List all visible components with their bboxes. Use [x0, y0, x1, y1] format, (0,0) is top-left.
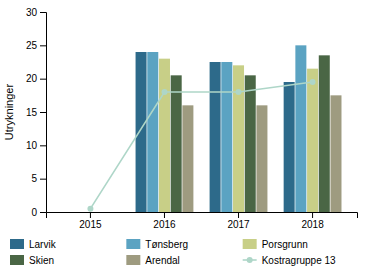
tick-mark — [40, 79, 46, 80]
legend-item: Tønsberg — [126, 239, 188, 250]
bar — [307, 69, 318, 212]
legend: Larvik Tønsberg Porsgrunn Skien Arendal Kostr… — [10, 239, 336, 266]
legend-item: Kostragruppe 13 — [243, 255, 336, 266]
plot-area: 2015 2016 2017 2018 0 5 10 15 20 25 30 — [26, 7, 358, 230]
tick: 2015 — [79, 212, 102, 230]
tick-label: 25 — [26, 40, 38, 51]
tick-label: 2015 — [79, 219, 102, 230]
bar — [221, 62, 232, 212]
tick-mark — [40, 145, 46, 146]
bar — [295, 45, 306, 212]
legend-swatch — [126, 255, 140, 265]
bar — [159, 59, 170, 212]
bar — [233, 65, 244, 212]
tick: 2017 — [227, 212, 250, 230]
y-axis-title: Utrykninger — [3, 84, 15, 141]
line-series — [87, 79, 315, 212]
tick-mark — [238, 212, 239, 218]
x-axis: 2015 2016 2017 2018 — [47, 212, 358, 230]
tick-label: 0 — [31, 207, 37, 218]
axis-line — [47, 213, 358, 219]
tick-label: 10 — [26, 140, 38, 151]
bar — [284, 82, 295, 212]
tick-mark — [40, 12, 46, 13]
line-marker — [310, 79, 316, 85]
bar — [256, 105, 267, 212]
legend-marker — [247, 257, 253, 263]
legend-swatch — [10, 239, 24, 249]
tick: 2018 — [301, 212, 324, 230]
marks — [87, 45, 341, 212]
legend-swatch — [10, 255, 24, 265]
bar — [171, 75, 182, 212]
bar — [245, 75, 256, 212]
tick-mark — [40, 112, 46, 113]
tick-label: 15 — [26, 107, 38, 118]
chart-container: 2015 2016 2017 2018 0 5 10 15 20 25 30 Utrykninger L… — [0, 0, 369, 280]
bar-series — [159, 59, 318, 212]
tick-mark — [40, 45, 46, 46]
legend-swatch — [243, 239, 257, 249]
tick-mark — [312, 212, 313, 218]
line-marker — [87, 206, 93, 212]
tick: 10 — [26, 140, 46, 151]
tick: 15 — [26, 107, 46, 118]
bar — [136, 52, 147, 212]
legend-label: Skien — [29, 255, 54, 266]
tick: 2016 — [153, 212, 176, 230]
tick-label: 2018 — [301, 219, 324, 230]
bar — [147, 52, 158, 212]
legend-item: Skien — [10, 255, 54, 266]
legend-item: Arendal — [126, 255, 179, 266]
bar-series — [136, 52, 295, 212]
y-axis: 0 5 10 15 20 25 30 — [26, 7, 47, 218]
line-marker — [161, 89, 167, 95]
line-marker — [236, 89, 242, 95]
tick: 30 — [26, 7, 46, 18]
bar — [330, 95, 341, 212]
bar — [182, 105, 193, 212]
chart: 2015 2016 2017 2018 0 5 10 15 20 25 30 Utrykninger L… — [0, 0, 369, 280]
bar — [319, 55, 330, 212]
legend-label: Arendal — [145, 255, 179, 266]
tick-mark — [40, 179, 46, 180]
legend-label: Porsgrunn — [262, 239, 308, 250]
tick-mark — [40, 212, 46, 213]
legend-label: Kostragruppe 13 — [262, 255, 336, 266]
bar-series — [147, 45, 306, 212]
tick-mark — [90, 212, 91, 218]
axis-line — [40, 13, 47, 213]
tick-label: 2016 — [153, 219, 176, 230]
tick-label: 30 — [26, 7, 38, 18]
legend-item: Porsgrunn — [243, 239, 308, 250]
tick: 0 — [31, 207, 46, 218]
tick: 25 — [26, 40, 46, 51]
tick: 20 — [26, 73, 46, 84]
legend-label: Tønsberg — [145, 239, 188, 250]
line — [90, 82, 312, 209]
bar-series — [182, 95, 341, 212]
tick-mark — [164, 212, 165, 218]
bar — [210, 62, 221, 212]
bar-series — [171, 55, 330, 212]
legend-item: Larvik — [10, 239, 57, 250]
tick: 5 — [31, 173, 46, 184]
tick-label: 5 — [31, 173, 37, 184]
tick-label: 2017 — [227, 219, 250, 230]
legend-label: Larvik — [29, 239, 57, 250]
legend-swatch — [126, 239, 140, 249]
tick-label: 20 — [26, 73, 38, 84]
